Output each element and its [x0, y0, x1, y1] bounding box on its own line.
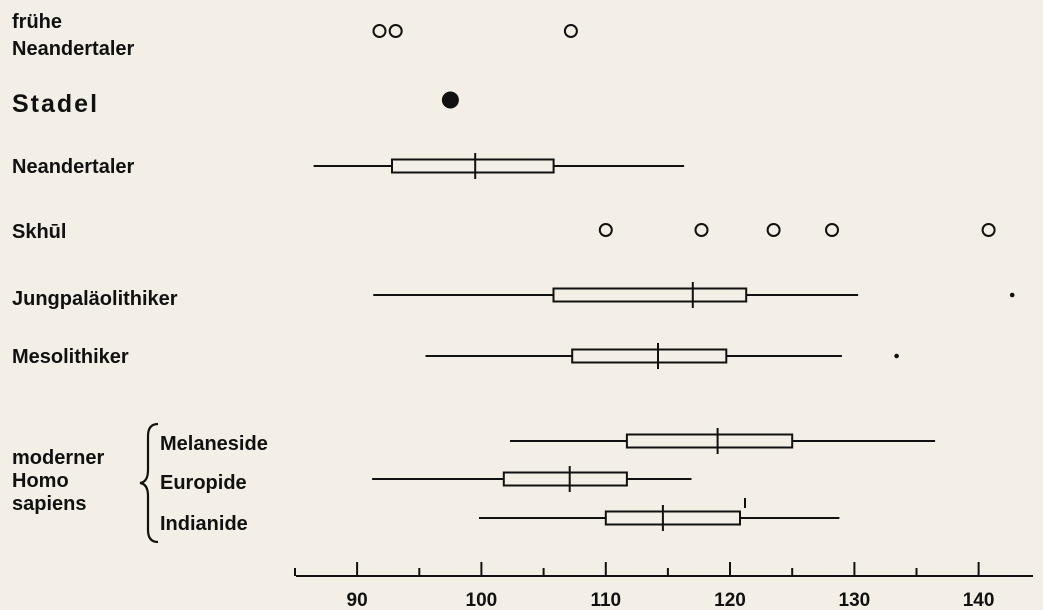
plot-marks [313, 24, 1015, 531]
group-0-point-2 [563, 24, 578, 38]
group-4-outlier-0 [1009, 292, 1015, 298]
label-neandertaler: Neandertaler [12, 156, 134, 178]
label-jungpalaeolithiker: Jungpaläolithiker [12, 288, 178, 310]
group-6-box [625, 433, 794, 449]
label-fruehe-neandertaler: frühe Neandertaler [12, 11, 134, 60]
group-8-box [604, 510, 741, 526]
group-7-box [502, 471, 628, 487]
label-homo: Homo [12, 470, 69, 492]
label-moderner: moderner [12, 447, 104, 469]
label-stadel: Stadel [12, 90, 99, 118]
group-0-point-0 [372, 24, 387, 38]
label-sapiens: sapiens [12, 493, 86, 515]
x-axis: 90 100 110 120 130 140 [294, 562, 1033, 610]
group-3-point-2 [766, 223, 781, 237]
x-tick-label-100: 100 [466, 590, 498, 610]
label-europide: Europide [160, 472, 247, 494]
label-skhul: Skhūl [12, 221, 66, 243]
group-3-point-0 [598, 223, 613, 237]
group-1-point-0 [441, 91, 459, 109]
x-tick-label-140: 140 [963, 590, 995, 610]
label-fruehe-neandertaler-line1: frühe [12, 11, 62, 33]
x-tick-label-110: 110 [590, 590, 621, 610]
group-2-box [391, 158, 555, 174]
group-0-point-1 [388, 24, 403, 38]
label-indianide: Indianide [160, 513, 248, 535]
curly-bracket [139, 422, 159, 544]
category-labels: frühe Neandertaler Stadel Neandertaler S… [12, 11, 268, 544]
x-tick-label-130: 130 [839, 590, 871, 610]
group-3-point-3 [825, 223, 839, 237]
label-moderner-homo-sapiens: moderner Homo sapiens [12, 447, 110, 515]
group-5-outlier-0 [894, 353, 899, 359]
label-melaneside: Melaneside [160, 433, 268, 455]
group-3-point-4 [981, 223, 996, 237]
group-5-box [571, 348, 728, 364]
group-4-box [552, 287, 748, 303]
x-tick-label-90: 90 [347, 590, 368, 610]
label-fruehe-neandertaler-line2: Neandertaler [12, 38, 134, 60]
x-tick-label-120: 120 [714, 590, 746, 610]
label-mesolithiker: Mesolithiker [12, 346, 129, 368]
group-3-point-1 [694, 223, 709, 237]
